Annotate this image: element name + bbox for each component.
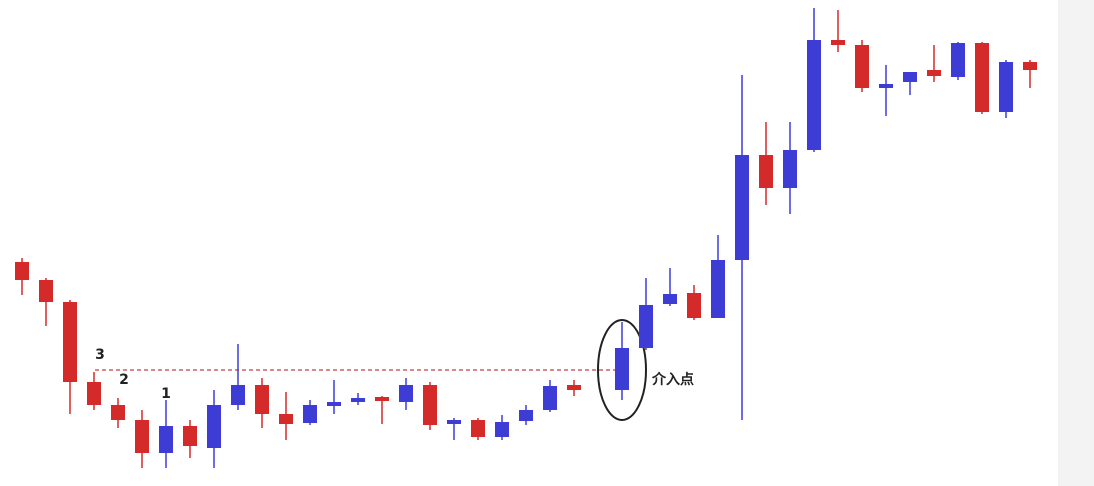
candle-body <box>951 43 965 77</box>
candle-body <box>303 405 317 423</box>
candle-body <box>39 280 53 302</box>
candle-body <box>399 385 413 402</box>
candle-body <box>183 426 197 446</box>
candle-body <box>495 422 509 437</box>
entry-circle <box>597 319 647 421</box>
candle-body <box>231 385 245 405</box>
candle-body <box>855 45 869 88</box>
candle-body <box>903 72 917 82</box>
annotation: 2 <box>119 372 129 388</box>
candle-body <box>759 155 773 188</box>
candle-body <box>927 70 941 76</box>
candle-body <box>639 305 653 348</box>
candle-body <box>567 385 581 390</box>
candle-body <box>687 293 701 318</box>
annotation: 1 <box>161 386 171 402</box>
candle-body <box>735 155 749 260</box>
candle-body <box>327 402 341 406</box>
candle-body <box>711 260 725 318</box>
candle-body <box>447 420 461 424</box>
candle-body <box>543 386 557 410</box>
candle-body <box>279 414 293 424</box>
annotation: 介入点 <box>651 371 694 388</box>
candle-body <box>351 398 365 402</box>
candle-body <box>87 382 101 405</box>
candle-body <box>519 410 533 421</box>
edge-strip <box>1058 0 1094 486</box>
candle-body <box>159 426 173 453</box>
candle-body <box>1023 62 1037 70</box>
annotation: 3 <box>95 347 105 363</box>
candle-body <box>423 385 437 425</box>
candle-body <box>999 62 1013 112</box>
candle-body <box>135 420 149 453</box>
candle-body <box>831 40 845 45</box>
candle-body <box>471 420 485 437</box>
candle-body <box>63 302 77 382</box>
candle-body <box>15 262 29 280</box>
candle-body <box>783 150 797 188</box>
candle-body <box>879 84 893 88</box>
candle-body <box>207 405 221 448</box>
candle-body <box>663 294 677 304</box>
candle-body <box>375 397 389 401</box>
candle-body <box>255 385 269 414</box>
candle-body <box>615 348 629 390</box>
candle-body <box>111 405 125 420</box>
candle-body <box>807 40 821 150</box>
candle-body <box>975 43 989 112</box>
